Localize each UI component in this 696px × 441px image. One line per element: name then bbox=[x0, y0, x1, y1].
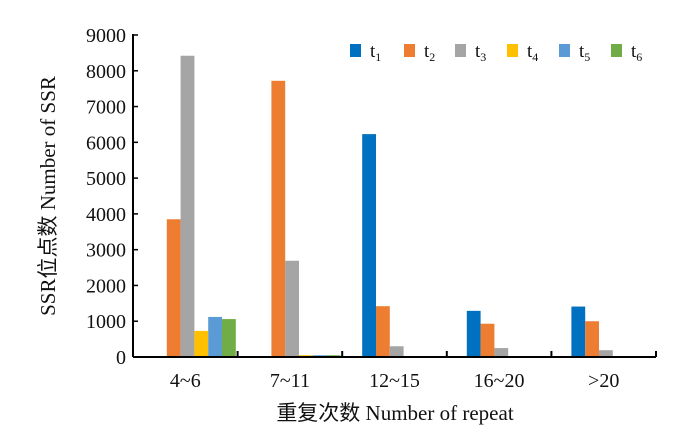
bar-4~6-t3 bbox=[180, 55, 195, 358]
y-tick-label: 5000 bbox=[86, 168, 126, 190]
y-tick-label: 3000 bbox=[86, 240, 126, 262]
legend-swatch-t5 bbox=[559, 44, 570, 57]
bar-7~11-t3 bbox=[285, 260, 299, 357]
legend-label-t5: t5 bbox=[579, 41, 590, 64]
legend-label-t3: t3 bbox=[475, 41, 486, 64]
x-tick-label: 4~6 bbox=[170, 370, 201, 392]
y-tick-label: 1000 bbox=[86, 311, 126, 333]
y-tick-label: 2000 bbox=[86, 275, 126, 297]
bar->20-t1 bbox=[571, 306, 586, 357]
legend-label-t2: t2 bbox=[424, 41, 435, 64]
bar-7~11-t2 bbox=[271, 80, 286, 357]
y-tick-label: 9000 bbox=[86, 25, 126, 47]
y-tick-label: 7000 bbox=[86, 97, 126, 119]
legend-swatch-t3 bbox=[455, 44, 466, 57]
bar-16~20-t3 bbox=[494, 348, 509, 357]
bar-12~15-t1 bbox=[362, 134, 376, 357]
legend-swatch-t4 bbox=[507, 44, 518, 57]
x-tick-label: 16~20 bbox=[474, 370, 525, 392]
bars bbox=[166, 55, 613, 358]
axes: 0 1000 2000 3000 4000 5000 6000 7000 8000 9000 4~6… bbox=[86, 25, 657, 392]
legend-swatch-t1 bbox=[350, 44, 361, 57]
y-tick-label: 4000 bbox=[86, 204, 126, 226]
bar->20-t3 bbox=[599, 350, 613, 357]
x-tick-label: 12~15 bbox=[369, 370, 420, 392]
bar-4~6-t2 bbox=[166, 219, 181, 357]
legend-label-t1: t1 bbox=[370, 41, 381, 64]
x-axis-label: 重复次数 Number of repeat bbox=[276, 401, 514, 425]
legend-label-t6: t6 bbox=[631, 41, 642, 64]
bar-16~20-t1 bbox=[466, 310, 481, 357]
y-tick-label: 6000 bbox=[86, 132, 126, 154]
bar-12~15-t3 bbox=[389, 346, 404, 357]
legend-swatch-t2 bbox=[404, 44, 415, 57]
bar-4~6-t4 bbox=[194, 330, 209, 357]
legend: t1 t2 t3 t4 t5 t6 bbox=[350, 41, 642, 64]
bar->20-t2 bbox=[585, 321, 599, 357]
x-tick-label: >20 bbox=[588, 370, 619, 392]
y-axis-label: SSR位点数 Number of SSR bbox=[36, 76, 60, 316]
y-tick-label: 0 bbox=[116, 347, 126, 369]
bar-4~6-t5 bbox=[208, 316, 222, 357]
legend-label-t4: t4 bbox=[527, 41, 538, 64]
bar-12~15-t2 bbox=[376, 306, 390, 357]
bar-16~20-t2 bbox=[480, 323, 495, 357]
x-tick-label: 7~11 bbox=[270, 370, 310, 392]
y-tick-label: 8000 bbox=[86, 61, 126, 83]
bar-4~6-t6 bbox=[222, 319, 236, 357]
legend-swatch-t6 bbox=[611, 44, 622, 57]
